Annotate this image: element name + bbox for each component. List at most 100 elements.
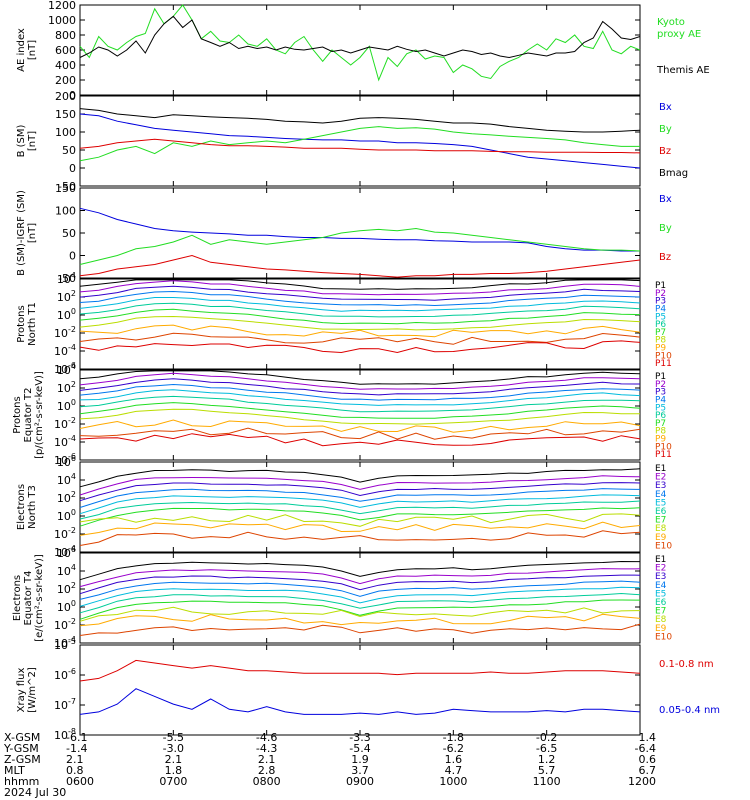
legend-entry: E1 — [655, 555, 666, 565]
y-axis-label: Equator T2 — [23, 388, 34, 443]
series-line-electrons_t3-8 — [79, 521, 641, 536]
series-line-electrons_t4-0 — [79, 560, 641, 581]
legend-entry: P7 — [655, 328, 666, 338]
series-line-ae-0 — [79, 4, 641, 82]
legend-entry: P6 — [655, 320, 666, 330]
series-line-electrons_t4-1 — [79, 568, 641, 588]
series-line-bsm-1 — [79, 126, 640, 162]
x-axis-value: 1100 — [533, 775, 561, 788]
x-axis-row-label: Y-GSM — [3, 742, 39, 755]
y-tick-label: 200 — [55, 90, 76, 103]
y-tick-label: 10-6 — [54, 361, 76, 376]
x-axis-value: -1.4 — [66, 742, 87, 755]
series-line-protons_t2-8 — [79, 419, 641, 433]
y-tick-label: 100 — [55, 205, 76, 218]
series-line-protons_t1-6 — [79, 308, 641, 325]
legend-entry: E6 — [655, 598, 667, 608]
legend-entry: P2 — [655, 380, 666, 390]
x-axis-value: 0800 — [253, 775, 281, 788]
y-tick-label: 10-5 — [54, 637, 76, 652]
series-line-ae-1 — [79, 15, 641, 59]
x-axis-value: 5.7 — [538, 764, 556, 777]
legend-entry: E8 — [655, 524, 667, 534]
legend-entry: E3 — [655, 572, 666, 582]
y-tick-label: 800 — [55, 29, 76, 42]
y-tick-label: 104 — [57, 271, 76, 286]
x-axis-value: -5.5 — [163, 731, 184, 744]
y-tick-label: 102 — [57, 581, 76, 596]
legend-entry: E2 — [655, 473, 666, 483]
series-line-protons_t2-4 — [79, 389, 641, 406]
y-tick-label: 10-4 — [54, 343, 76, 358]
legend-entry: E1 — [655, 464, 666, 474]
legend-entry: E5 — [655, 498, 666, 508]
series-line-electrons_t3-3 — [79, 488, 641, 508]
legend-entry: P4 — [655, 304, 666, 314]
x-axis-value: 0700 — [159, 775, 187, 788]
series-line-electrons_t3-0 — [79, 468, 641, 488]
y-axis-label: B (SM)-IGRF (SM) — [16, 190, 27, 276]
y-tick-label: 104 — [57, 472, 76, 487]
series-line-bdiff-0 — [79, 207, 640, 252]
y-tick-label: 102 — [57, 490, 76, 505]
y-tick-label: -50 — [58, 272, 76, 285]
legend-entry: By — [659, 223, 672, 234]
series-line-bsm-3 — [79, 108, 641, 133]
series-line-bdiff-1 — [79, 227, 641, 265]
y-axis-label: [e/(cm²-s-sr-keV)] — [34, 554, 45, 642]
series-line-protons_t1-9 — [79, 332, 641, 345]
series-line-protons_t1-4 — [79, 297, 641, 312]
series-line-protons_t2-0 — [79, 370, 641, 385]
y-tick-label: 1200 — [48, 0, 76, 12]
legend-entry: P5 — [655, 312, 666, 322]
legend-entry: E7 — [655, 607, 666, 617]
series-line-xray-0 — [79, 659, 641, 682]
x-axis-date: 2024 Jul 30 — [4, 786, 66, 799]
x-axis-value: 1.4 — [639, 731, 657, 744]
y-tick-label: 104 — [57, 362, 76, 377]
y-tick-label: 100 — [57, 307, 76, 322]
y-tick-label: 50 — [62, 227, 76, 240]
y-axis-label: Electrons — [12, 575, 23, 621]
legend-entry: 0.05-0.4 nm — [659, 705, 720, 716]
legend-entry: P5 — [655, 403, 666, 413]
y-tick-label: 100 — [55, 126, 76, 139]
y-axis-label: [nT] — [27, 131, 38, 151]
x-axis-value: 3.7 — [351, 764, 369, 777]
y-tick-label: 150 — [55, 182, 76, 195]
series-line-protons_t2-9 — [79, 427, 641, 440]
legend-entry: E4 — [655, 581, 667, 591]
y-tick-label: 10-2 — [54, 325, 76, 340]
y-tick-label: 1000 — [48, 14, 76, 27]
y-tick-label: 200 — [55, 74, 76, 87]
series-line-protons_t2-10 — [79, 433, 641, 447]
y-tick-label: 104 — [57, 563, 76, 578]
y-axis-label: North T3 — [27, 485, 38, 529]
legend-entry: P3 — [655, 297, 666, 307]
x-axis-row-label: X-GSM — [4, 731, 40, 744]
x-axis-row-label: MLT — [4, 764, 25, 777]
legend-entry: P9 — [655, 435, 666, 445]
y-tick-label: 0 — [69, 162, 76, 175]
legend-entry: E4 — [655, 490, 667, 500]
legend-entry: P1 — [655, 281, 666, 291]
legend-entry: P3 — [655, 388, 666, 398]
y-axis-label: Protons — [16, 305, 27, 342]
x-axis-value: 1200 — [628, 775, 656, 788]
legend-entry: E7 — [655, 516, 666, 526]
legend-entry: E3 — [655, 481, 666, 491]
y-tick-label: 106 — [57, 545, 76, 560]
y-tick-label: 10-2 — [54, 416, 76, 431]
series-line-electrons_t3-1 — [79, 475, 641, 496]
x-axis-value: -3.0 — [163, 742, 184, 755]
series-line-protons_t1-5 — [79, 302, 641, 318]
y-axis-label: Equator T4 — [23, 571, 34, 626]
legend-entry: Kyoto — [657, 17, 685, 28]
legend-entry: E10 — [655, 632, 672, 642]
x-axis-value: 1.2 — [538, 753, 556, 766]
panel-frame-electrons_t4 — [79, 552, 641, 644]
x-axis-value: 0.6 — [639, 753, 657, 766]
x-axis-value: 2.8 — [258, 764, 276, 777]
y-tick-label: 100 — [57, 508, 76, 523]
legend-entry: P10 — [655, 442, 672, 452]
